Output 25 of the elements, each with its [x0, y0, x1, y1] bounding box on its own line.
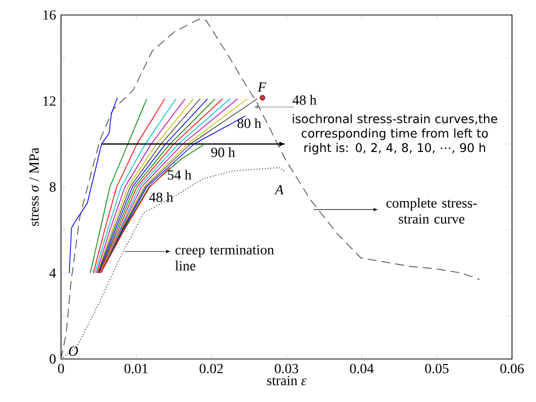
x-tick-label: 0: [58, 364, 64, 374]
annotation: 80 h: [237, 118, 262, 128]
annotation: complete stress-strain curve: [386, 198, 477, 224]
y-tick-label: 12: [43, 96, 56, 106]
annotation: creep termination line: [175, 245, 274, 270]
x-tick-label: 0.02: [200, 364, 223, 374]
y-tick-label: 0: [50, 354, 56, 364]
x-tick-label: 0.03: [274, 364, 298, 374]
annotation: 90 h: [211, 147, 236, 158]
x-tick-label: 0.04: [350, 364, 374, 374]
annotation: O: [68, 346, 78, 356]
annotation: isochronal stress-strain curves,the corresponding time from left to right is: 0, 2, 4, 8, 10, ⋯, 90 h: [292, 114, 498, 154]
y-axis-title: stress σ / MPa: [29, 148, 39, 226]
x-axis-title: strain ε: [267, 376, 306, 386]
y-tick-label: 8: [50, 182, 56, 192]
y-tick-label: 16: [43, 10, 56, 20]
x-tick-label: 0.01: [124, 364, 148, 374]
x-tick-label: 0.05: [425, 364, 449, 374]
y-tick-label: 4: [49, 268, 56, 278]
annotation: F: [258, 82, 266, 92]
annotation: 48 h: [292, 94, 316, 105]
annotation: 48 h: [149, 192, 174, 202]
x-tick-label: 0.06: [500, 364, 524, 374]
annotation: A: [274, 185, 284, 194]
annotation: 54 h: [168, 170, 192, 180]
